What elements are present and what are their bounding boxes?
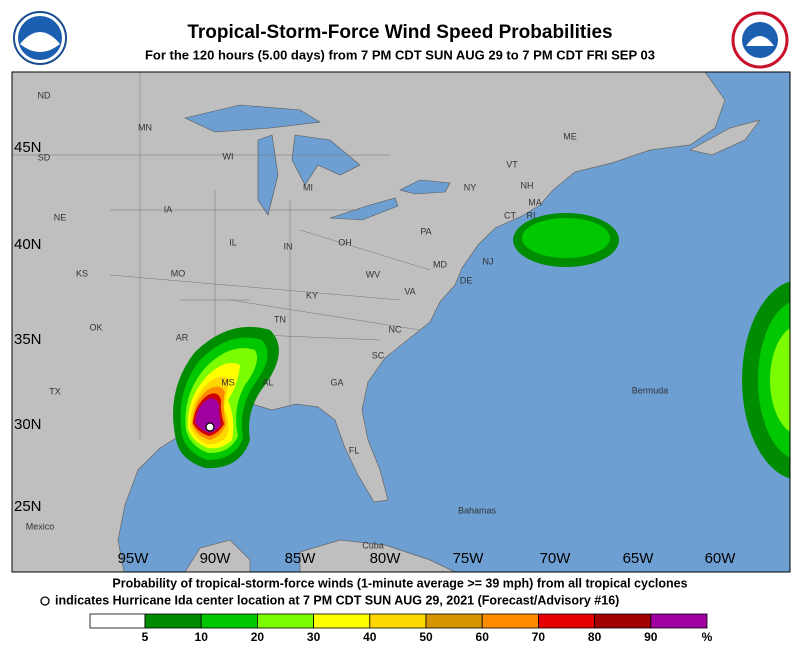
colorbar-unit: % [702, 630, 713, 644]
place-label: SD [38, 152, 51, 162]
map-frame [11, 71, 791, 573]
place-label: Bermuda [632, 385, 669, 395]
place-label: NJ [483, 256, 494, 266]
place-label: SC [372, 350, 385, 360]
place-label: GA [330, 377, 343, 387]
place-label: OH [338, 237, 352, 247]
colorbar-label: 90 [644, 630, 658, 644]
place-label: Bahamas [458, 505, 497, 515]
colorbar-label: 60 [476, 630, 490, 644]
colorbar-swatch [538, 613, 596, 629]
legend-line-2: indicates Hurricane Ida center location … [55, 593, 619, 607]
colorbar-swatch [425, 613, 483, 629]
borders [12, 72, 431, 440]
colorbar-swatch [89, 613, 146, 629]
longitude-label: 90W [200, 550, 232, 567]
nova-scotia [689, 119, 761, 156]
place-label: VT [506, 159, 518, 169]
colorbar-label: 40 [363, 630, 377, 644]
subtitle: For the 120 hours (5.00 days) from 7 PM … [145, 47, 655, 62]
great-lakes [184, 104, 451, 221]
longitude-label: 95W [118, 550, 150, 567]
place-label: WV [366, 269, 381, 279]
colorbar-swatch [369, 613, 427, 629]
longitude-label: 70W [540, 550, 572, 567]
colorbar-swatch [144, 613, 202, 629]
legend-storm-symbol [40, 596, 50, 606]
latitude-label: 35N [14, 331, 42, 348]
latitude-label: 25N [14, 498, 42, 515]
noaa-logo [13, 11, 67, 65]
legend-line-1: Probability of tropical-storm-force wind… [112, 576, 687, 590]
place-label: RI [527, 210, 536, 220]
place-label: AL [262, 377, 273, 387]
place-label: NE [54, 212, 67, 222]
longitude-label: 80W [370, 550, 402, 567]
place-label: CT [504, 210, 516, 220]
yucatan [184, 539, 251, 572]
colorbar-label: 80 [588, 630, 602, 644]
colorbar-swatch [594, 613, 652, 629]
colorbar-label: 20 [251, 630, 265, 644]
title: Tropical-Storm-Force Wind Speed Probabil… [187, 22, 612, 43]
colorbar: 5 10 20 30 40 50 60 70 80 90% [89, 613, 713, 644]
longitude-label: 75W [453, 550, 485, 567]
place-label: ME [563, 131, 577, 141]
longitude-label: 60W [705, 550, 737, 567]
place-label: IL [229, 237, 237, 247]
colorbar-swatch [256, 613, 314, 629]
nws-logo [731, 11, 789, 69]
longitude-label: 85W [285, 550, 317, 567]
place-label: IN [284, 241, 293, 251]
colorbar-label: 5 [142, 630, 149, 644]
map: 45N 40N 35N 30N 25N 95W 90W 85W 80W 75W 70W 65W 60W N… [11, 71, 791, 573]
place-label: MN [138, 122, 152, 132]
cuba [299, 539, 456, 572]
place-label: Mexico [26, 521, 55, 531]
place-label: DE [460, 275, 473, 285]
place-label: NC [389, 324, 402, 334]
place-label: IA [164, 204, 173, 214]
colorbar-swatch [313, 613, 371, 629]
place-label: TX [49, 386, 61, 396]
colorbar-swatch [650, 613, 708, 629]
colorbar-label: 30 [307, 630, 321, 644]
colorbar-swatch [481, 613, 539, 629]
place-label: MS [221, 377, 235, 387]
place-label: Cuba [362, 540, 384, 550]
colorbar-label: 70 [532, 630, 546, 644]
place-label: TN [274, 314, 286, 324]
place-label: AR [176, 332, 189, 342]
place-label: NY [464, 182, 477, 192]
probability-swath [173, 213, 790, 479]
place-label: MA [528, 197, 542, 207]
place-label: NH [521, 180, 534, 190]
latitude-label: 45N [14, 139, 42, 156]
colorbar-swatch [200, 613, 258, 629]
place-label: MI [303, 182, 313, 192]
place-label: KS [76, 268, 88, 278]
colorbar-label: 50 [419, 630, 433, 644]
storm-center [205, 422, 215, 432]
colorbar-label: 10 [195, 630, 209, 644]
place-label: PA [420, 226, 431, 236]
place-label: OK [89, 322, 102, 332]
longitude-label: 65W [623, 550, 655, 567]
place-label: MO [171, 268, 186, 278]
place-label: KY [306, 290, 318, 300]
place-label: FL [349, 445, 360, 455]
latitude-label: 30N [14, 416, 42, 433]
place-label: MD [433, 259, 447, 269]
place-label: VA [404, 286, 415, 296]
latitude-label: 40N [14, 236, 42, 253]
place-label: WI [223, 151, 234, 161]
place-label: ND [38, 90, 51, 100]
